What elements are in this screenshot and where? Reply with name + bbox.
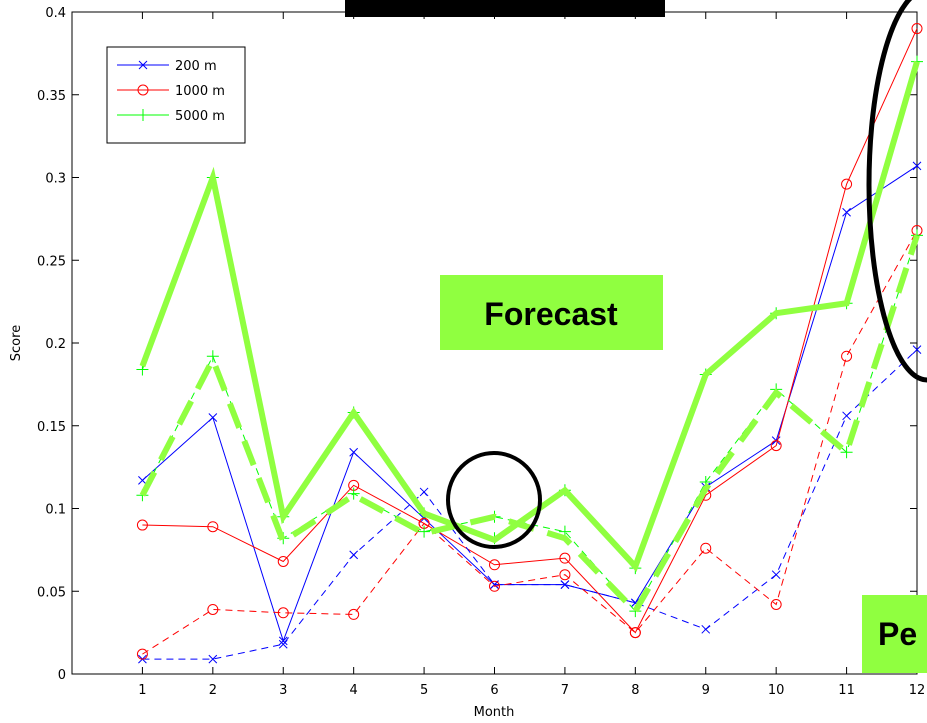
data-point	[277, 555, 289, 567]
data-point	[912, 161, 922, 171]
y-tick-label: 0	[58, 668, 66, 683]
data-point	[278, 636, 288, 646]
y-tick-label: 0.05	[37, 585, 66, 600]
series-line-dashed-4	[142, 230, 918, 655]
legend-label: 5000 m	[175, 109, 225, 124]
data-point	[841, 178, 853, 190]
x-tick-label: 5	[420, 683, 428, 698]
y-axis-label: Score	[9, 325, 24, 361]
x-axis: 1 2 3 4 5 6 7 8 9 10 11 12	[138, 12, 925, 698]
overlay-line-solid	[139, 60, 920, 573]
legend-label: 200 m	[175, 59, 217, 74]
data-point	[136, 648, 148, 660]
x-tick-label: 1	[138, 683, 146, 698]
data-point	[277, 607, 289, 619]
persistence-callout: Pe	[862, 595, 927, 673]
legend-marker	[138, 60, 148, 70]
data-point	[208, 654, 218, 664]
x-tick-label: 4	[350, 683, 358, 698]
highlight-ellipse-month-12	[866, 0, 927, 383]
legend: 200 m 1000 m 5000 m	[106, 46, 246, 144]
highlight-circle-month-6	[446, 451, 542, 549]
y-tick-label: 0.1	[45, 503, 66, 518]
y-tick-label: 0.3	[45, 172, 66, 187]
x-axis-label: Month	[474, 705, 515, 720]
data-point	[348, 608, 360, 620]
legend-label: 1000 m	[175, 84, 225, 99]
series-line-dashed-5	[141, 235, 918, 612]
persistence-callout-box	[862, 595, 927, 673]
data-point	[842, 207, 851, 217]
redaction-block	[345, 0, 665, 17]
y-tick-label: 0.25	[37, 254, 66, 269]
series-line-1000-m	[142, 28, 918, 634]
legend-box	[106, 46, 246, 144]
y-tick-label: 0.4	[45, 6, 66, 21]
x-tick-label: 7	[561, 683, 569, 698]
legend-marker	[137, 84, 149, 96]
x-tick-label: 11	[838, 683, 855, 698]
x-tick-label: 3	[279, 683, 287, 698]
data-point	[347, 487, 360, 500]
data-point	[701, 624, 711, 634]
forecast-callout-label: Forecast	[484, 296, 618, 332]
y-tick-label: 0.2	[45, 337, 66, 352]
persistence-callout-label: Pe	[878, 616, 917, 652]
data-point	[138, 476, 147, 485]
data-point	[560, 580, 570, 589]
data-point	[418, 525, 431, 538]
forecast-callout: Forecast	[440, 275, 663, 350]
data-point	[911, 23, 923, 35]
data-point	[559, 552, 571, 564]
y-tick-label: 0.15	[37, 420, 66, 435]
forecast-callout-box	[440, 275, 663, 350]
data-point	[207, 603, 219, 615]
y-axis: 0 0.05 0.1 0.15 0.2 0.25 0.3 0.35 0.4	[37, 6, 917, 683]
data-point	[278, 639, 288, 649]
data-point	[700, 542, 712, 554]
x-tick-label: 10	[768, 683, 785, 698]
data-point	[629, 627, 641, 639]
data-point	[489, 580, 500, 592]
data-point	[841, 350, 853, 362]
data-point	[771, 570, 781, 580]
data-point	[770, 598, 782, 610]
data-point	[419, 487, 429, 497]
data-point	[912, 345, 922, 354]
data-point	[136, 519, 148, 531]
legend-marker	[137, 109, 149, 121]
data-point	[206, 350, 219, 363]
x-tick-label: 8	[631, 683, 639, 698]
data-point	[208, 413, 218, 422]
x-tick-label: 12	[909, 683, 926, 698]
data-point	[207, 521, 219, 533]
y-tick-label: 0.35	[37, 89, 66, 104]
x-tick-label: 9	[702, 683, 710, 698]
data-point	[840, 446, 853, 459]
x-tick-label: 2	[209, 683, 217, 698]
data-point	[349, 447, 359, 457]
data-point	[842, 411, 851, 421]
data-point	[349, 550, 359, 560]
data-point	[559, 569, 571, 581]
x-tick-label: 6	[490, 683, 498, 698]
data-point	[489, 559, 500, 571]
data-point	[770, 440, 782, 452]
